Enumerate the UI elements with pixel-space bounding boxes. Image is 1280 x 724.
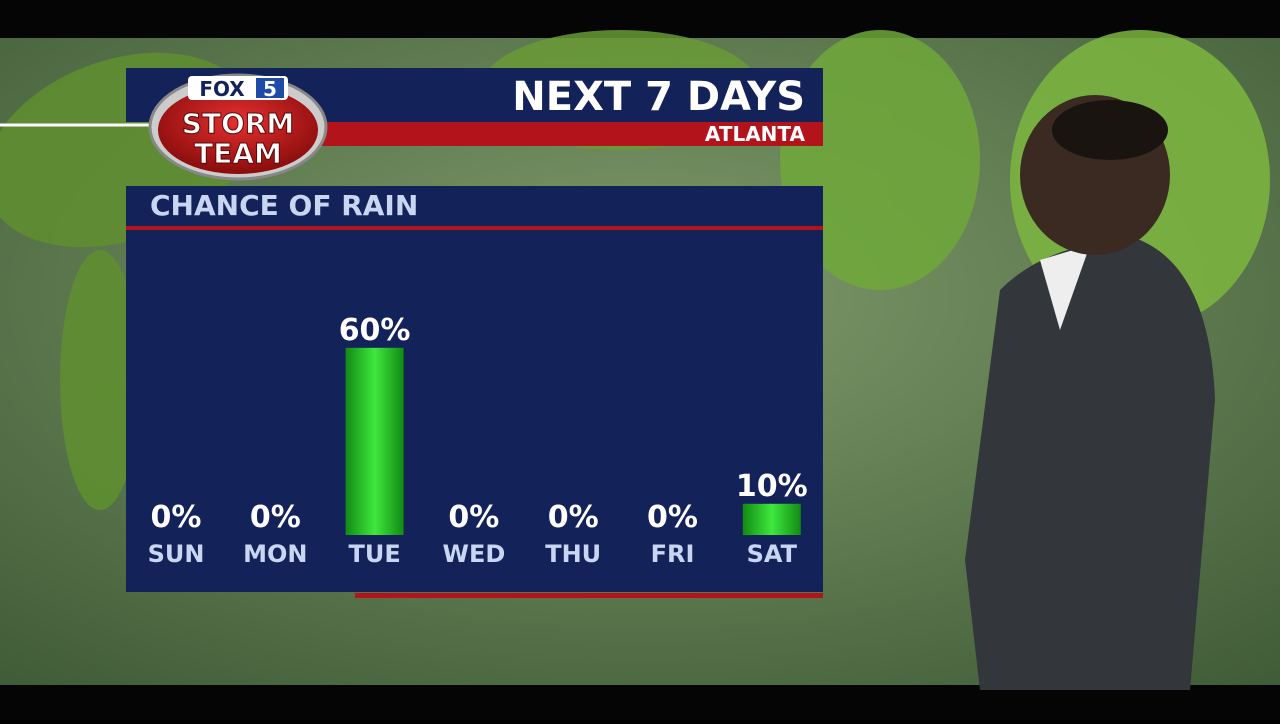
value-label: 0% <box>448 500 499 535</box>
chart-bottom-rule <box>355 593 823 598</box>
chart-title-rule <box>126 226 823 230</box>
category-label: FRI <box>651 540 695 568</box>
value-label: 10% <box>736 469 808 504</box>
logo-line1: STORM <box>182 107 295 140</box>
chart-title: CHANCE OF RAIN <box>150 189 418 222</box>
value-label: 0% <box>250 500 301 535</box>
bar <box>345 347 404 535</box>
header-title: NEXT 7 DAYS <box>512 74 805 120</box>
chart-panel <box>126 186 823 592</box>
value-label: 0% <box>548 500 599 535</box>
logo: FOX 5 STORM TEAM <box>148 73 328 181</box>
bar <box>742 503 801 535</box>
presenter <box>965 95 1215 690</box>
plot: 0% SUN 0% MON 60% TUE 0% WED 0% THU 0% FRI 10% SAT <box>148 313 808 568</box>
category-label: WED <box>443 540 506 568</box>
category-label: MON <box>243 540 307 568</box>
category-label: TUE <box>348 540 400 568</box>
value-label: 0% <box>647 500 698 535</box>
header-location: ATLANTA <box>705 122 806 146</box>
header-stripe <box>320 122 823 146</box>
logo-line2: TEAM <box>194 137 282 170</box>
category-label: SAT <box>747 540 798 568</box>
logo-brand: FOX <box>199 77 245 101</box>
category-label: THU <box>545 540 601 568</box>
logo-channel: 5 <box>263 77 277 101</box>
value-label: 0% <box>151 500 202 535</box>
value-label: 60% <box>339 313 411 348</box>
category-label: SUN <box>148 540 205 568</box>
